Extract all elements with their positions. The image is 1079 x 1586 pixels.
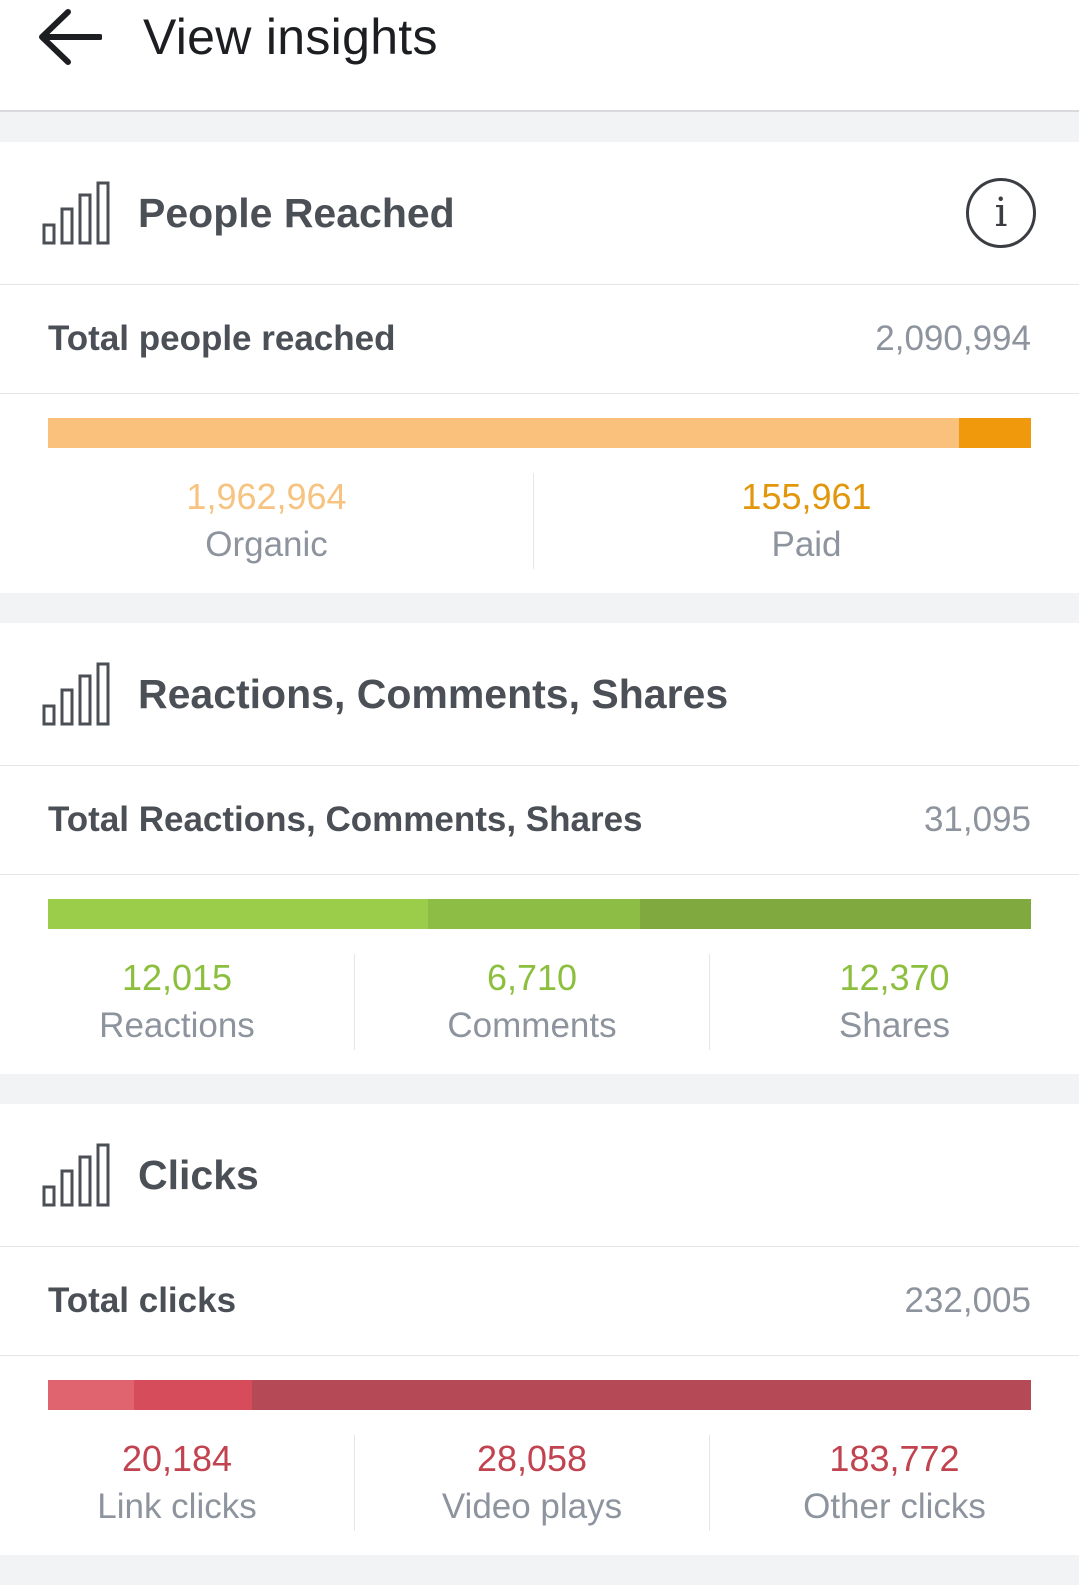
stat-comments: 6,710 Comments [355,954,710,1050]
arrow-left-icon [39,9,102,65]
stat-label: Paid [771,525,842,564]
stat-value: 1,962,964 [186,476,347,517]
stat-label: Reactions [99,1006,255,1045]
bar-segment-reactions [48,899,428,929]
stat-label: Shares [839,1006,950,1045]
engagement-section: Reactions, Comments, Shares Total Reacti… [0,623,1079,1074]
section-title: Clicks [138,1151,259,1198]
total-row: Total clicks 232,005 [0,1247,1079,1356]
total-value: 31,095 [923,800,1031,839]
stats-row: 1,962,964 Organic 155,961 Paid [0,448,1079,593]
stat-video-plays: 28,058 Video plays [355,1435,710,1531]
section-divider [0,1074,1079,1104]
stat-link-clicks: 20,184 Link clicks [0,1435,355,1531]
stat-paid: 155,961 Paid [534,473,1079,569]
total-value: 2,090,994 [875,319,1031,358]
total-label: Total people reached [48,319,396,358]
bar-segment-other-clicks [252,1380,1031,1410]
back-button[interactable] [38,7,108,67]
stat-value: 155,961 [741,476,872,517]
stacked-bar [48,899,1031,929]
section-title: Reactions, Comments, Shares [138,670,729,717]
bar-segment-link-clicks [48,1380,134,1410]
info-button[interactable]: i [966,178,1036,248]
section-divider [0,112,1079,142]
bar-segment-organic [48,418,959,448]
section-header: Clicks [0,1104,1079,1247]
stat-label: Link clicks [97,1487,257,1526]
total-label: Total Reactions, Comments, Shares [48,800,643,839]
bar-segment-comments [427,899,640,929]
stat-value: 12,370 [839,957,950,998]
people-reached-section: People Reached i Total people reached 2,… [0,142,1079,593]
stat-organic: 1,962,964 Organic [0,473,534,569]
stat-value: 183,772 [829,1438,960,1479]
bar-chart-icon [42,1143,110,1207]
stats-row: 20,184 Link clicks 28,058 Video plays 18… [0,1410,1079,1555]
stat-label: Organic [205,525,328,564]
stat-label: Comments [447,1006,617,1045]
stat-shares: 12,370 Shares [710,954,1079,1050]
bar-chart-icon [42,181,110,245]
stat-label: Video plays [441,1487,623,1526]
stacked-bar [48,1380,1031,1410]
app-header: View insights [0,0,1079,112]
bar-chart-icon [42,662,110,726]
stat-label: Other clicks [803,1487,986,1526]
total-row: Total Reactions, Comments, Shares 31,095 [0,766,1079,875]
stat-reactions: 12,015 Reactions [0,954,355,1050]
stat-value: 20,184 [121,1438,233,1479]
stat-value: 12,015 [121,957,233,998]
section-header: Reactions, Comments, Shares [0,623,1079,766]
bar-segment-video-plays [133,1380,253,1410]
info-icon: i [994,190,1008,236]
section-divider [0,1555,1079,1585]
page-title: View insights [143,9,438,65]
section-header: People Reached i [0,142,1079,285]
stat-value: 28,058 [476,1438,588,1479]
clicks-section: Clicks Total clicks 232,005 20,184 Link … [0,1104,1079,1555]
total-row: Total people reached 2,090,994 [0,285,1079,394]
total-label: Total clicks [48,1281,237,1320]
stacked-bar [48,418,1031,448]
bar-segment-paid [958,418,1031,448]
bar-segment-shares [639,899,1031,929]
total-value: 232,005 [904,1281,1031,1320]
stat-other-clicks: 183,772 Other clicks [710,1435,1079,1531]
section-title: People Reached [138,189,455,236]
stat-value: 6,710 [486,957,578,998]
section-divider [0,593,1079,623]
stats-row: 12,015 Reactions 6,710 Comments 12,370 S… [0,929,1079,1074]
